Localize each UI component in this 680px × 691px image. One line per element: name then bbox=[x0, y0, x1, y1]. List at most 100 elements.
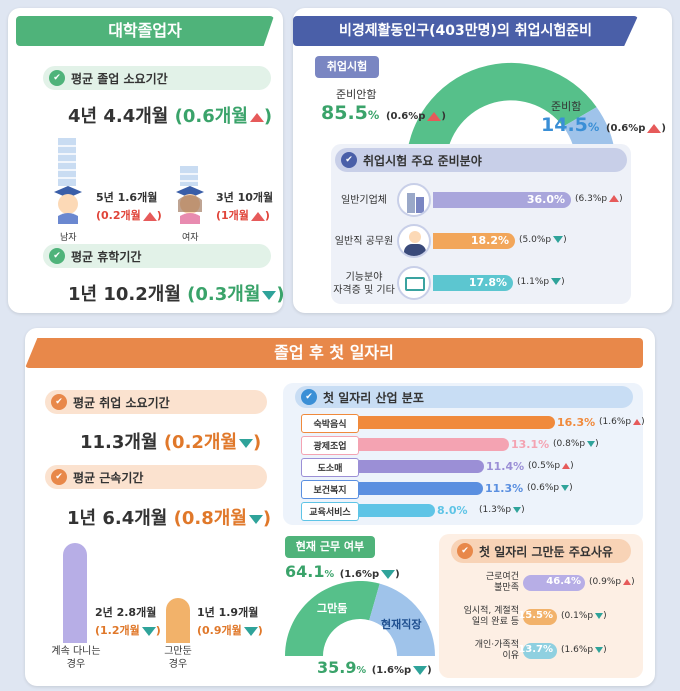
continue-value: 2년 2.8개월 (1.2개월) bbox=[95, 606, 161, 637]
continue-bar bbox=[63, 543, 87, 643]
industry-value: 11.3% bbox=[485, 482, 524, 495]
quit-value: 1년 1.9개월 (0.9개월) bbox=[197, 606, 263, 637]
female-grad-value: 3년 10개월 (1개월) bbox=[216, 191, 274, 222]
field-label: 기능분야 자격증 및 기타 bbox=[333, 272, 395, 296]
first-job-title: 졸업 후 첫 일자리 bbox=[25, 338, 643, 368]
up-arrow-icon bbox=[427, 111, 442, 121]
field-change: (5.0%p) bbox=[519, 235, 567, 245]
continue-label: 계속 다니는 경우 bbox=[51, 646, 101, 670]
exam-fields-title: ✔ 취업시험 주요 준비분야 bbox=[335, 148, 627, 172]
exam-title: 비경제활동인구(403만명)의 취업시험준비 bbox=[293, 16, 638, 46]
industry-value: 16.3% bbox=[557, 416, 596, 429]
civil-servant-icon bbox=[397, 224, 431, 258]
current-arc-label: 현재직장 bbox=[381, 618, 422, 631]
down-arrow-icon bbox=[239, 438, 254, 448]
down-arrow-icon bbox=[553, 236, 564, 243]
graduate-title: 대학졸업자 bbox=[16, 16, 274, 46]
exam-card: 비경제활동인구(403만명)의 취업시험준비 취업시험 준비안함 85.5% (… bbox=[293, 8, 672, 313]
reason-bar: 15.5% bbox=[518, 609, 557, 625]
down-arrow-icon bbox=[413, 665, 428, 675]
down-arrow-icon bbox=[513, 506, 522, 513]
certificate-icon bbox=[397, 266, 431, 300]
industry-label: 보건복지 bbox=[301, 480, 359, 499]
work-status-chart bbox=[285, 581, 435, 656]
quit-pct-value: 64.1% (1.6%p) bbox=[285, 562, 400, 581]
check-icon: ✔ bbox=[457, 543, 473, 559]
down-arrow-icon bbox=[587, 440, 596, 447]
reason-label: 임시적, 계절적 일의 완료 등 bbox=[463, 606, 519, 628]
down-arrow-icon bbox=[243, 626, 258, 636]
avg-leave-value: 1년 10.2개월 (0.3개월) bbox=[68, 284, 285, 305]
industry-bar bbox=[359, 438, 509, 451]
check-icon: ✔ bbox=[49, 248, 65, 264]
quit-arc-label: 그만둠 bbox=[317, 602, 348, 615]
field-change: (1.1%p) bbox=[517, 277, 565, 287]
industry-value: 11.4% bbox=[486, 460, 525, 473]
male-student-icon bbox=[54, 138, 82, 224]
up-arrow-icon bbox=[633, 418, 642, 425]
field-bar: 17.8% bbox=[433, 275, 513, 291]
first-job-card: 졸업 후 첫 일자리 ✔ 평균 취업 소요기간 11.3개월 (0.2개월) ✔… bbox=[25, 328, 655, 686]
avg-job-time-label: ✔ 평균 취업 소요기간 bbox=[45, 390, 267, 414]
quit-label: 그만둔 경우 bbox=[164, 646, 192, 670]
down-arrow-icon bbox=[595, 612, 604, 619]
avg-tenure-label: ✔ 평균 근속기간 bbox=[45, 465, 267, 489]
female-label: 여자 bbox=[182, 233, 199, 243]
down-arrow-icon bbox=[248, 514, 263, 524]
avg-job-time-value: 11.3개월 (0.2개월) bbox=[80, 432, 262, 453]
industry-bar bbox=[359, 504, 435, 517]
office-building-icon bbox=[397, 183, 431, 217]
check-icon: ✔ bbox=[49, 70, 65, 86]
avg-grad-time-value: 4년 4.4개월 (0.6개월) bbox=[68, 106, 273, 127]
check-icon: ✔ bbox=[51, 394, 67, 410]
avg-grad-time-label: ✔ 평균 졸업 소요기간 bbox=[43, 66, 271, 90]
industry-bar bbox=[359, 416, 555, 429]
male-label: 남자 bbox=[60, 233, 77, 243]
exam-tab: 취업시험 bbox=[315, 56, 379, 78]
up-arrow-icon bbox=[249, 112, 264, 122]
field-label: 일반기업체 bbox=[341, 195, 387, 206]
reason-change: (0.1%p) bbox=[561, 611, 607, 621]
work-status-title: 현재 근무 여부 bbox=[285, 536, 375, 558]
industry-change: (1.6%p) bbox=[599, 417, 645, 427]
reason-label: 개인·가족적 이유 bbox=[474, 640, 519, 662]
industry-bar bbox=[359, 482, 483, 495]
check-icon: ✔ bbox=[301, 389, 317, 405]
field-bar: 36.0% bbox=[433, 192, 571, 208]
industry-label: 광제조업 bbox=[301, 436, 359, 455]
down-arrow-icon bbox=[551, 278, 562, 285]
reasons-title: ✔ 첫 일자리 그만둔 주요사유 bbox=[451, 539, 631, 563]
prepared-value: 14.5% (0.6%p) bbox=[541, 114, 666, 136]
down-arrow-icon bbox=[561, 484, 570, 491]
industry-change: (0.5%p) bbox=[528, 461, 574, 471]
reason-change: (0.9%p) bbox=[589, 577, 635, 587]
reason-change: (1.6%p) bbox=[561, 645, 607, 655]
industry-value: 13.1% bbox=[511, 438, 550, 451]
not-prepared-label: 준비안함 bbox=[336, 88, 377, 101]
current-pct-value: 35.9% (1.6%p) bbox=[317, 658, 432, 677]
up-arrow-icon bbox=[562, 462, 571, 469]
avg-leave-label: ✔ 평균 휴학기간 bbox=[43, 244, 271, 268]
avg-tenure-value: 1년 6.4개월 (0.8개월) bbox=[67, 508, 272, 529]
industry-label: 교육서비스 bbox=[301, 502, 359, 521]
reason-bar: 13.7% bbox=[518, 643, 557, 659]
industry-label: 도소매 bbox=[301, 458, 359, 477]
female-student-icon bbox=[176, 166, 204, 224]
current-job-arc bbox=[369, 583, 435, 656]
up-arrow-icon bbox=[142, 211, 157, 221]
prepared-label: 준비함 bbox=[551, 100, 582, 113]
industry-change: (1.3%p) bbox=[479, 505, 525, 515]
quit-bar bbox=[166, 598, 190, 643]
male-grad-value: 5년 1.6개월 (0.2개월) bbox=[96, 191, 162, 222]
up-arrow-icon bbox=[250, 211, 265, 221]
down-arrow-icon bbox=[595, 646, 604, 653]
up-arrow-icon bbox=[609, 195, 620, 202]
industry-title: ✔ 첫 일자리 산업 분포 bbox=[295, 386, 633, 408]
down-arrow-icon bbox=[262, 290, 277, 300]
down-arrow-icon bbox=[141, 626, 156, 636]
quit-arc bbox=[285, 581, 380, 656]
up-arrow-icon bbox=[647, 123, 662, 133]
check-icon: ✔ bbox=[51, 469, 67, 485]
up-arrow-icon bbox=[623, 578, 632, 585]
graduate-card: 대학졸업자 ✔ 평균 졸업 소요기간 4년 4.4개월 (0.6개월) 남자 5… bbox=[8, 8, 285, 313]
